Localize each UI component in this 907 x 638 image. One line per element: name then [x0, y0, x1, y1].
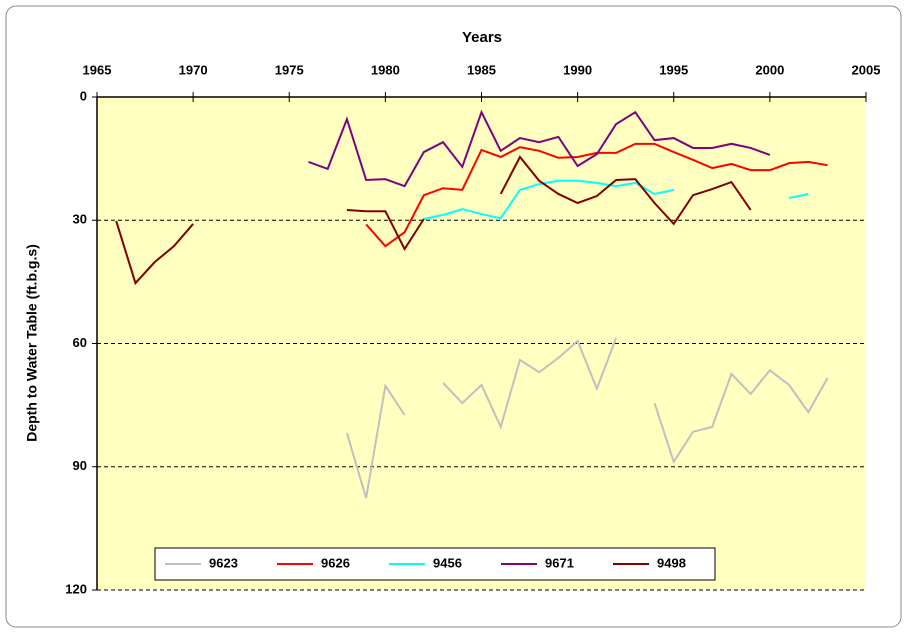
y-tick-label: 0	[80, 88, 87, 103]
y-tick-label: 30	[73, 212, 87, 227]
legend-label: 9626	[321, 555, 350, 570]
legend-label: 9623	[209, 555, 238, 570]
x-tick-label: 1990	[563, 62, 592, 77]
x-tick-label: 1985	[467, 62, 496, 77]
y-tick-label: 60	[73, 335, 87, 350]
x-tick-label: 1970	[179, 62, 208, 77]
y-tick-label: 120	[65, 581, 87, 596]
legend-label: 9671	[545, 555, 574, 570]
x-tick-label: 2005	[852, 62, 881, 77]
y-tick-label: 90	[73, 458, 87, 473]
x-tick-label: 2000	[755, 62, 784, 77]
series-line	[423, 179, 809, 220]
legend-label: 9498	[657, 555, 686, 570]
series-line	[345, 337, 829, 499]
y-axis-title: Depth to Water Table (ft.b.g.s)	[24, 244, 40, 442]
x-tick-label: 1975	[275, 62, 304, 77]
series-line	[115, 155, 752, 286]
x-tick-label: 1980	[371, 62, 400, 77]
x-tick-label: 1965	[83, 62, 112, 77]
x-tick-label: 1995	[659, 62, 688, 77]
x-axis-title: Years	[462, 29, 502, 46]
legend-label: 9456	[433, 555, 462, 570]
series-line	[308, 109, 771, 188]
